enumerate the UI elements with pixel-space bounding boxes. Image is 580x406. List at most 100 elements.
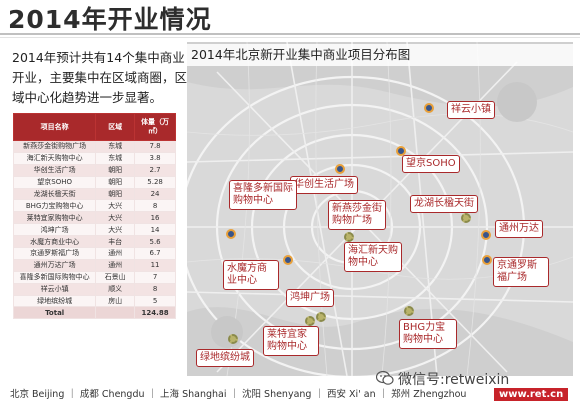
table-row: 海汇新天购物中心 东城 3.8 [12,151,176,165]
cell-region: 通州 [95,247,136,260]
cell-region: 大兴 [95,199,136,213]
callout-wangjing-soho: 望京SOHO [402,155,460,173]
table-row: 莱特宜家购物中心 大兴 16 [12,211,176,225]
cell-region: 朝阳 [95,163,136,177]
cell-size: 11 [134,258,176,272]
cell-region: 朝阳 [95,187,136,201]
pin-shuimofang [283,255,293,265]
callout-laite: 莱特宜家购物中心 [263,326,319,356]
callout-xinyansha: 新燕莎金街购物广场 [328,200,386,230]
cell-size: 7.8 [134,140,176,153]
cell-region: 东城 [95,140,136,153]
cell-name: 华创生活广场 [12,163,97,177]
pin-laite [305,316,315,326]
cell-region: 丰台 [95,235,136,249]
callout-shuimofang: 水魔方商业中心 [223,260,279,290]
cell-region: 顺义 [95,282,136,296]
table-row: 水魔方商业中心 丰台 5.6 [12,235,176,249]
callout-hongkun: 鸿坤广场 [286,289,334,307]
column-header-size: 体量（万㎡） [134,113,176,141]
pin-hongkun [316,312,326,322]
total-value: 124.88 [134,306,176,320]
pin-jingtong [482,255,492,265]
pin-bhg [404,306,414,316]
cell-name: 京通罗斯福广场 [12,247,97,260]
cell-size: 6.7 [134,247,176,260]
cell-name: 龙湖长楹天街 [12,187,97,201]
wechat-id: 微信号:retweixin [398,372,510,388]
footer-cities: 北京 Beijing ｜ 成都 Chengdu ｜ 上海 Shanghai ｜ … [10,389,467,400]
cell-region: 大兴 [95,223,136,237]
site-badge[interactable]: www.ret.cn [494,388,569,401]
cell-size: 3.8 [134,151,176,165]
cell-name: 望京SOHO [12,175,97,189]
cell-name: 祥云小镇 [12,282,97,296]
pin-tongzhou-wanda [481,230,491,240]
table-row: 京通罗斯福广场 通州 6.7 [12,247,176,260]
cell-region: 通州 [95,258,136,272]
cell-name: 鸿坤广场 [12,223,97,237]
callout-xilongduo: 喜隆多新国际购物中心 [229,180,297,210]
table-row: BHG力宝购物中心 大兴 8 [12,199,176,213]
pin-longhu [461,213,471,223]
pin-xiangyun [424,103,434,113]
title-divider-light [0,37,580,38]
cell-size: 8 [134,199,176,213]
cell-size: 2.7 [134,163,176,177]
cell-name: 通州万达广场 [12,258,97,272]
callout-huachuang: 华创生活广场 [290,176,358,194]
callout-haihui: 海汇新天购物中心 [344,242,402,272]
pin-lvdi [228,334,238,344]
table-row: 绿地缤纷城 房山 5 [12,294,176,308]
cell-region: 朝阳 [95,175,136,189]
cell-name: 新燕莎金街购物广场 [12,140,97,153]
pin-huachuang [335,164,345,174]
cell-size: 5.28 [134,175,176,189]
intro-text: 2014年预计共有14个集中商业开业，主要集中在区域商圈，区域中心化趋势进一步显… [12,50,188,105]
callout-tongzhou-wanda: 通州万达 [495,220,543,238]
map-title: 2014年北京新开业集中商业项目分布图 [187,44,573,66]
cell-size: 8 [134,282,176,296]
cell-name: 莱特宜家购物中心 [12,211,97,225]
cell-size: 7 [134,270,176,284]
callout-jingtong: 京通罗斯福广场 [493,257,549,287]
cell-size: 16 [134,211,176,225]
table-row: 华创生活广场 朝阳 2.7 [12,163,176,177]
cell-name: BHG力宝购物中心 [12,199,97,213]
table-total-row: Total 124.88 [12,306,176,320]
table-header-row: 项目名称 区域 体量（万㎡） [12,113,176,141]
cell-size: 24 [134,187,176,201]
column-header-name: 项目名称 [12,113,97,141]
cell-name: 海汇新天购物中心 [12,151,97,165]
table-row: 龙湖长楹天街 朝阳 24 [12,187,176,201]
cell-name: 喜隆多新国际购物中心 [12,270,97,284]
cell-size: 14 [134,223,176,237]
pin-xinyansha [344,232,354,242]
table-row: 望京SOHO 朝阳 5.28 [12,175,176,189]
title-divider [0,33,580,35]
cell-name: 水魔方商业中心 [12,235,97,249]
pin-wangjing-soho [396,146,406,156]
total-empty [95,306,136,320]
cell-name: 绿地缤纷城 [12,294,97,308]
project-table: 项目名称 区域 体量（万㎡） 新燕莎金街购物广场 东城 7.8 海汇新天购物中心 东城… [12,113,176,320]
page-title: 2014年开业情况 [8,5,212,34]
callout-bhg: BHG力宝购物中心 [399,319,457,349]
pin-xilongduo [226,229,236,239]
cell-region: 大兴 [95,211,136,225]
table-row: 喜隆多新国际购物中心 石景山 7 [12,270,176,284]
column-header-region: 区域 [95,113,136,141]
callout-xiangyun: 祥云小镇 [447,101,495,119]
table-row: 祥云小镇 顺义 8 [12,282,176,296]
cell-region: 石景山 [95,270,136,284]
cell-region: 东城 [95,151,136,165]
total-label: Total [12,306,97,320]
table-row: 通州万达广场 通州 11 [12,258,176,272]
wechat-icon [376,370,394,385]
table-row: 新燕莎金街购物广场 东城 7.8 [12,140,176,153]
cell-size: 5.6 [134,235,176,249]
cell-size: 5 [134,294,176,308]
table-row: 鸿坤广场 大兴 14 [12,223,176,237]
callout-lvdi: 绿地缤纷城 [196,349,254,367]
cell-region: 房山 [95,294,136,308]
